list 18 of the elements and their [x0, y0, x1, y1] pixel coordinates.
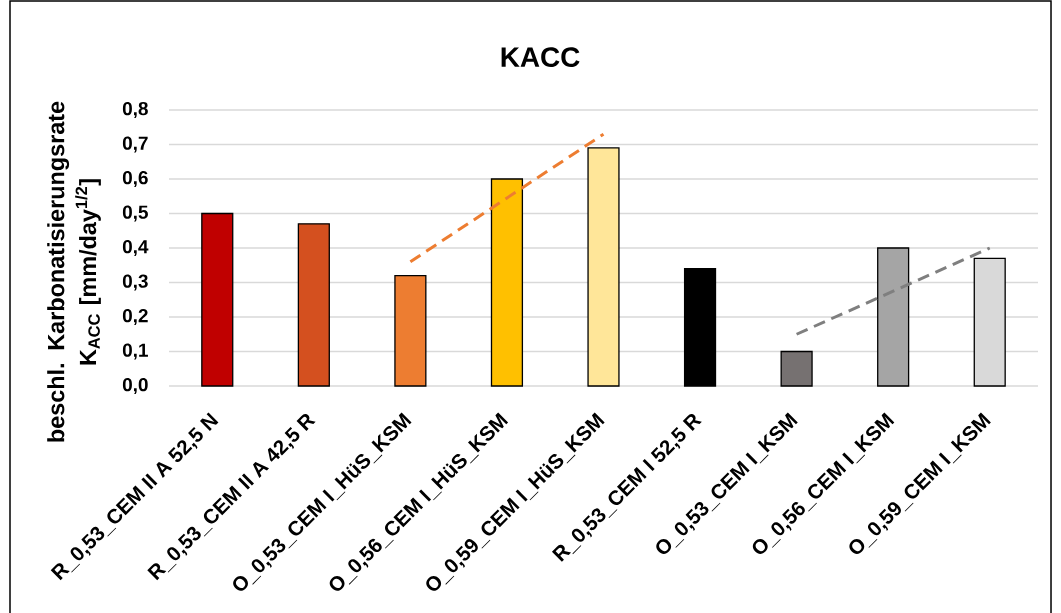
y-tick-label: 0,7: [122, 136, 148, 153]
bar: [201, 212, 234, 387]
bar: [683, 268, 717, 387]
bar: [780, 350, 813, 387]
y-tick-label: 0,1: [122, 343, 148, 360]
bar: [587, 147, 620, 387]
y-tick-label: 0,2: [122, 308, 148, 326]
chart-title: KACC: [501, 47, 580, 67]
y-tick-label: 0,5: [122, 205, 148, 222]
y-tick-label: 0,3: [122, 274, 148, 291]
y-tick-label: 0,8: [122, 101, 148, 119]
y-tick-label: 0,6: [122, 170, 148, 188]
bar: [297, 223, 330, 387]
bar: [394, 274, 427, 387]
bar: [877, 247, 910, 387]
bar: [490, 178, 524, 387]
y-tick-label: 0,0: [122, 377, 148, 395]
y-tick-label: 0,4: [122, 239, 149, 257]
